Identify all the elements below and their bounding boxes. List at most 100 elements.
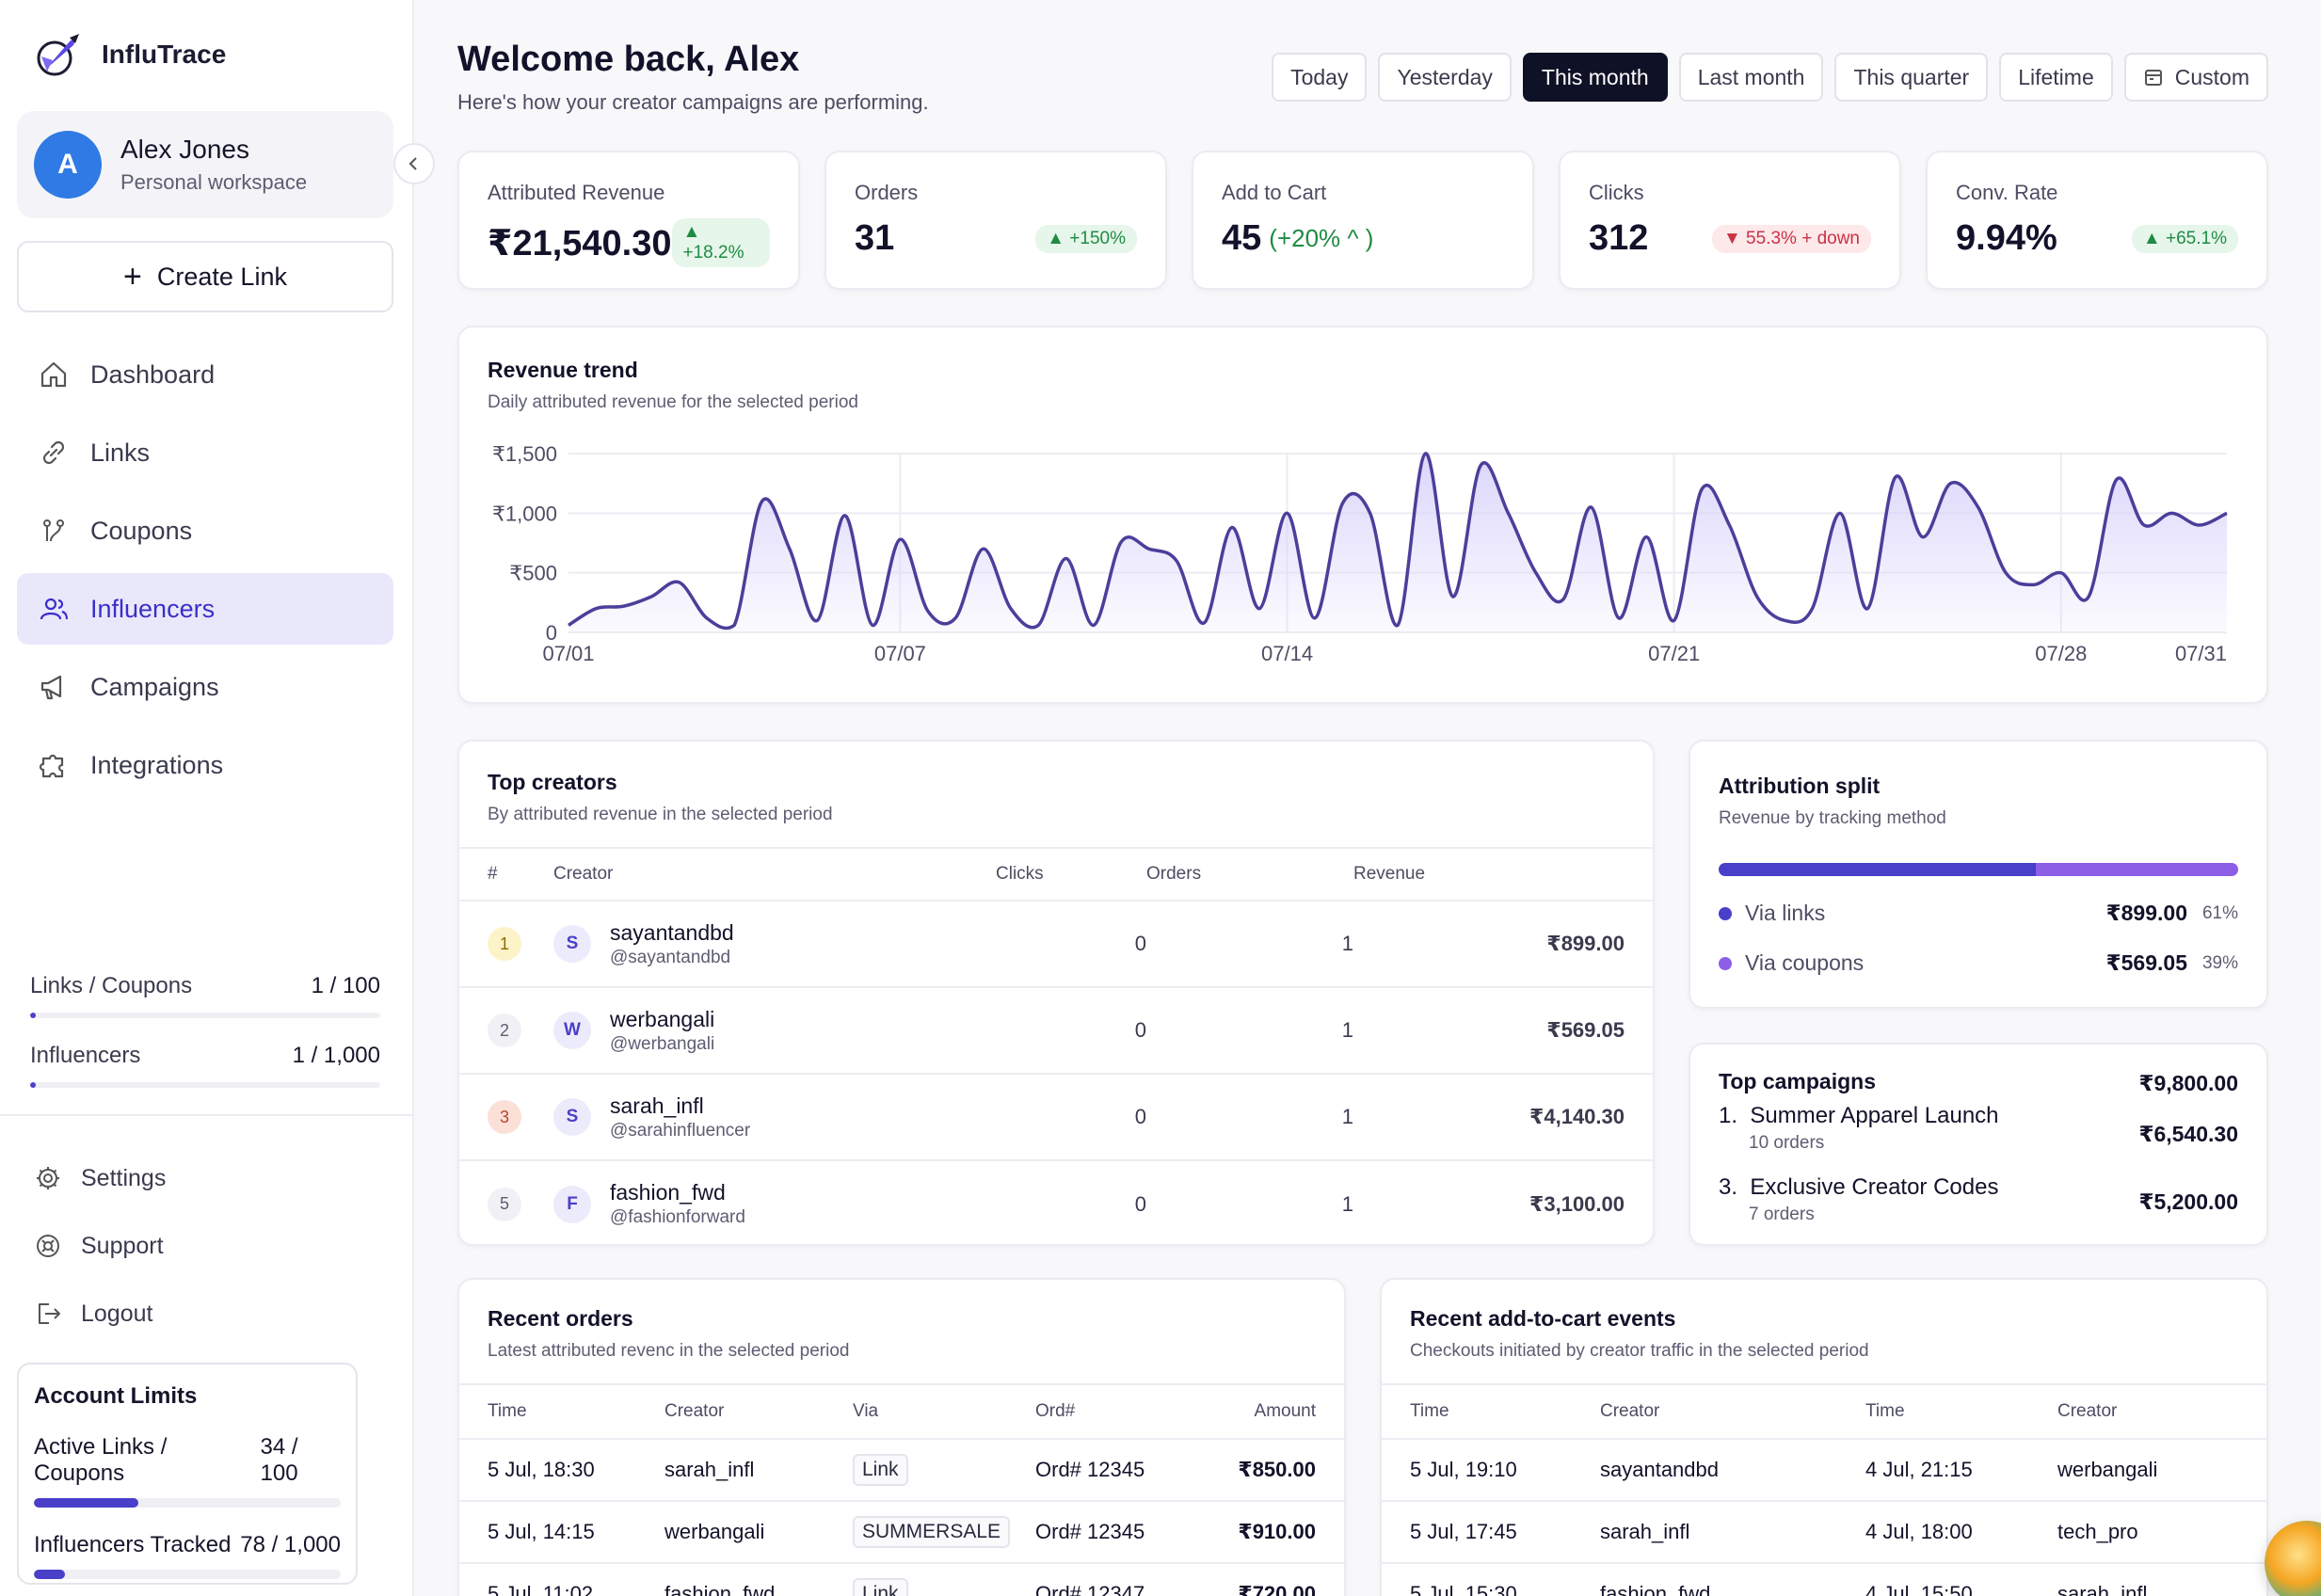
x-tick-label: 07/31 — [2175, 642, 2227, 665]
kpi-value: 31 — [855, 218, 895, 258]
collapse-sidebar-button[interactable] — [393, 143, 435, 184]
kpi-add-to-cart: Add to Cart 45 (+20% ^ ) — [1192, 151, 1534, 290]
order-number: Ord# 12345 — [1035, 1439, 1195, 1502]
page-title: Welcome back, Alex — [457, 40, 800, 79]
cart-creator: fashion_fwd — [1600, 1563, 1865, 1596]
x-tick-label: 07/28 — [2035, 642, 2087, 665]
create-link-label: Create Link — [156, 262, 287, 291]
nav-item-campaigns[interactable]: Campaigns — [17, 651, 393, 723]
legend-dot — [1719, 956, 1732, 970]
revenue-cell: ₹899.00 — [1353, 901, 1653, 988]
revenue-trend-card: ₹1,500 ₹1,000 ₹500 0 07/01 07/07 07/14 07/21 07/… — [457, 326, 2268, 704]
nav-item-integrations[interactable]: Integrations — [17, 729, 393, 801]
nav-label: Integrations — [90, 750, 224, 779]
campaign-item[interactable]: 1. Summer Apparel Launch 10 orders — [1719, 1103, 1999, 1154]
table-row[interactable]: 5 Jul, 19:10 sayantandbd 4 Jul, 21:15 we… — [1382, 1439, 2266, 1502]
creator-avatar: W — [553, 1012, 591, 1049]
kpi-value: 9.94% — [1956, 218, 2057, 258]
rank-badge: 3 — [488, 1100, 521, 1134]
nav-item-coupons[interactable]: Coupons — [17, 495, 393, 567]
usage-bar — [30, 1013, 380, 1018]
limit-bar — [34, 1570, 341, 1579]
kpi-value: ₹21,540.30 — [488, 223, 672, 263]
table-row[interactable]: 5 Jul, 17:45 sarah_infl 4 Jul, 18:00 tec… — [1382, 1501, 2266, 1564]
tab-today[interactable]: Today — [1272, 53, 1368, 102]
tab-last-month[interactable]: Last month — [1678, 53, 1824, 102]
orders-cell: 1 — [1341, 1191, 1353, 1216]
nav-label: Influencers — [90, 594, 216, 623]
cart-time: 4 Jul, 18:00 — [1865, 1501, 2057, 1564]
cart-creator: werbangali — [2057, 1439, 2266, 1502]
creator-name: sayantandbd — [610, 919, 734, 945]
support-icon — [37, 1235, 59, 1257]
nav-item-support[interactable]: Support — [34, 1212, 166, 1280]
legend-via-links: Via links ₹899.00 61% — [1719, 901, 2238, 926]
kpi-label: Conv. Rate — [1956, 181, 2058, 204]
creator-name: fashion_fwd — [610, 1180, 726, 1205]
column-header: Revenue — [1353, 847, 1653, 902]
rocket-logo-icon — [37, 34, 79, 76]
triangle-up-icon: ▲ — [682, 222, 701, 242]
kpi-clicks: Clicks 312 ▼ 55.3% + down — [1559, 151, 1901, 290]
user-card[interactable]: A Alex Jones Personal workspace — [17, 111, 393, 218]
clicks-cell: 0 — [996, 901, 1146, 988]
app-logo[interactable]: InfluTrace — [32, 28, 226, 81]
plus-icon: + — [123, 259, 142, 295]
nav-label: Support — [81, 1232, 164, 1259]
order-time: 5 Jul, 14:15 — [459, 1501, 664, 1564]
nav-item-influencers[interactable]: Influencers — [17, 573, 393, 645]
usage-value: 1 / 1,000 — [292, 1043, 380, 1068]
x-tick-label: 07/14 — [1261, 642, 1313, 665]
attribution-title: Attribution split — [1719, 774, 1881, 798]
nav-item-dashboard[interactable]: Dashboard — [17, 339, 393, 410]
home-icon — [40, 361, 67, 388]
y-tick-label: 0 — [546, 621, 557, 645]
kpi-attributed-revenue: Attributed Revenue ₹21,540.30 ▲ +18.2% — [457, 151, 800, 290]
legend-percent: 39% — [2201, 952, 2238, 973]
column-header: Via — [853, 1383, 1035, 1440]
nav-label: Coupons — [90, 516, 193, 545]
sidebar: InfluTrace A Alex Jones Personal workspa… — [0, 0, 435, 1596]
tab-lifetime[interactable]: Lifetime — [1999, 53, 2113, 102]
tab-custom[interactable]: Custom — [2123, 53, 2268, 102]
trend-badge-text: +18.2% — [682, 243, 744, 263]
avatar: A — [34, 131, 102, 199]
split-coupons-segment — [2035, 863, 2238, 876]
table-row[interactable]: 5 Jul, 11:02 fashion_fwd Link Ord# 12347… — [459, 1563, 1344, 1596]
campaign-index: 3. — [1719, 1174, 1738, 1200]
recent-orders-title: Recent orders — [488, 1306, 633, 1331]
tab-yesterday[interactable]: Yesterday — [1378, 53, 1512, 102]
assistant-orb-button[interactable] — [2265, 1521, 2321, 1596]
rank-badge: 5 — [488, 1187, 521, 1221]
tab-this-quarter[interactable]: This quarter — [1834, 53, 1989, 102]
kpi-value: 312 — [1589, 218, 1649, 258]
nav-item-logout[interactable]: Logout — [34, 1280, 166, 1348]
nav-item-settings[interactable]: Settings — [34, 1144, 166, 1212]
via-tag: Link — [853, 1454, 908, 1486]
nav-item-links[interactable]: Links — [17, 417, 393, 488]
top-creators-subtitle: By attributed revenue in the selected pe… — [488, 805, 833, 824]
tab-this-month[interactable]: This month — [1522, 53, 1668, 102]
create-link-button[interactable]: + Create Link — [17, 241, 393, 312]
table-row[interactable]: 5 Jul, 14:15 werbangali SUMMERSALE Ord# … — [459, 1501, 1344, 1564]
calendar-icon — [2144, 70, 2162, 86]
creator-handle: @fashionforward — [610, 1207, 745, 1227]
account-limits-title: Account Limits — [34, 1383, 198, 1409]
rank-badge: 1 — [488, 927, 521, 961]
table-row[interactable]: 5 Jul, 15:30 fashion_fwd 4 Jul, 15:50 sa… — [1382, 1563, 2266, 1596]
campaign-amount: ₹5,200.00 — [2138, 1189, 2238, 1214]
revenue-chart: ₹1,500 ₹1,000 ₹500 007/01 07/07 07/14 07/21 07/… — [492, 442, 2228, 665]
trend-badge: ▼ 55.3% + down — [1711, 224, 1871, 253]
cart-time: 4 Jul, 21:15 — [1865, 1439, 2057, 1502]
table-row[interactable]: 5 Jul, 18:30 sarah_infl Link Ord# 12345 … — [459, 1439, 1344, 1502]
usage-bar-fill — [30, 1013, 36, 1018]
legend-amount: ₹899.00 — [2105, 901, 2187, 925]
kpi-label: Clicks — [1589, 181, 1644, 204]
campaign-item[interactable]: 3. Exclusive Creator Codes 7 orders — [1719, 1174, 1998, 1225]
creator-name: sarah_infl — [610, 1093, 704, 1118]
creator-handle: @sayantandbd — [610, 947, 731, 967]
